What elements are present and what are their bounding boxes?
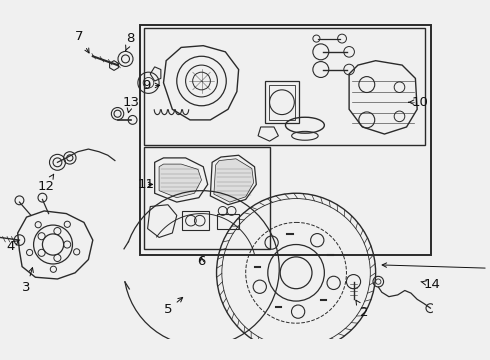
Text: 2: 2 xyxy=(356,300,368,319)
Bar xyxy=(269,85,295,120)
Polygon shape xyxy=(159,164,201,198)
Text: 12: 12 xyxy=(37,174,54,193)
Text: 5: 5 xyxy=(164,297,183,316)
Text: 11: 11 xyxy=(137,178,154,191)
Polygon shape xyxy=(214,159,254,202)
Text: 3: 3 xyxy=(22,268,33,294)
Bar xyxy=(217,213,239,229)
Bar xyxy=(182,211,209,230)
Text: 4: 4 xyxy=(6,240,19,253)
Text: 13: 13 xyxy=(122,96,139,113)
Text: 10: 10 xyxy=(409,96,428,109)
Bar xyxy=(144,147,270,249)
Text: 7: 7 xyxy=(75,30,89,53)
Text: 14: 14 xyxy=(421,278,441,291)
Bar xyxy=(265,81,299,123)
Text: 6: 6 xyxy=(197,255,206,268)
Bar xyxy=(140,25,431,255)
Text: 1: 1 xyxy=(382,262,490,275)
Text: 8: 8 xyxy=(125,32,135,50)
Text: 9: 9 xyxy=(142,79,160,92)
Bar xyxy=(144,28,425,145)
